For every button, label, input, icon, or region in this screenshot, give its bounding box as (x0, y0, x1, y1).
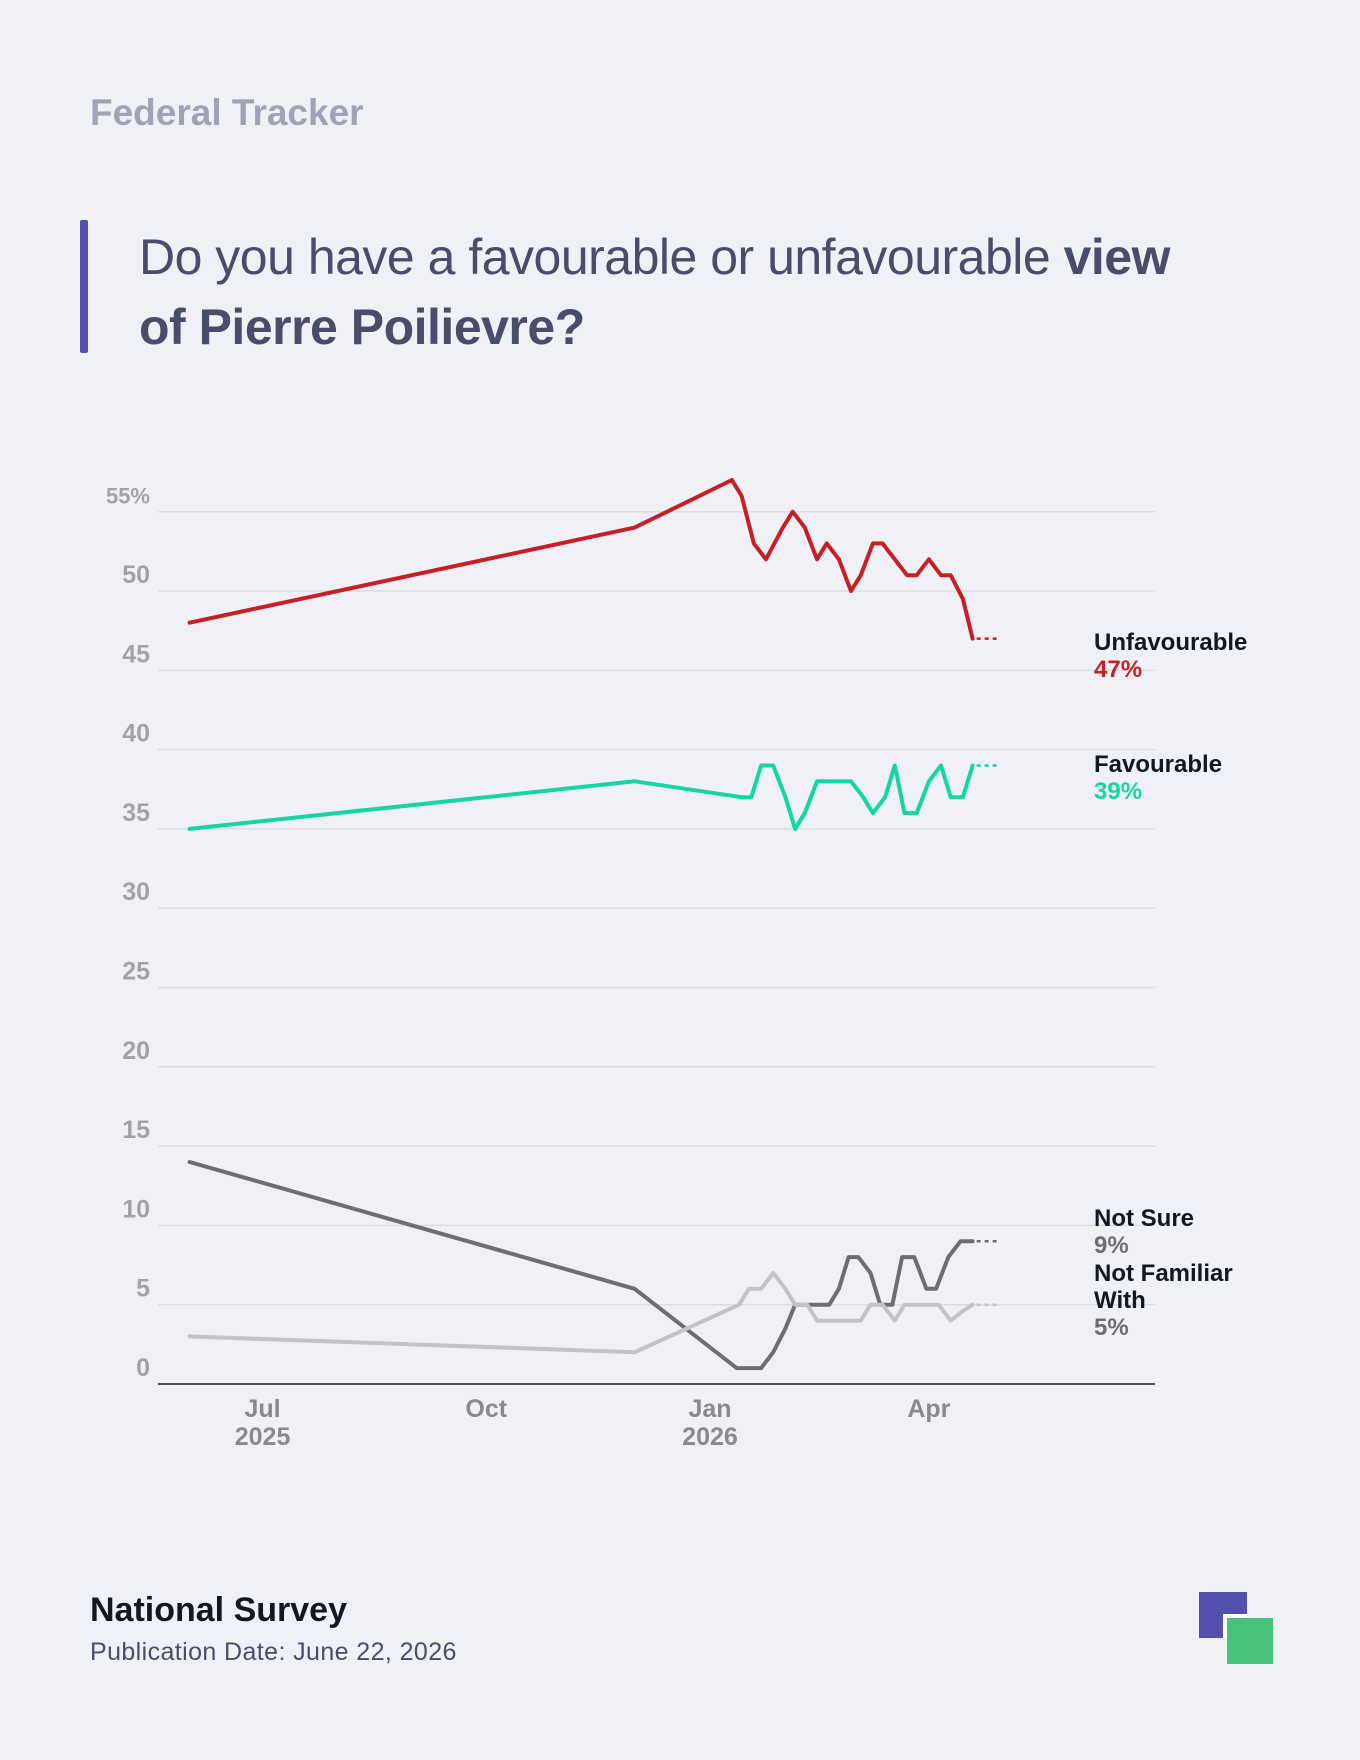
series-value-favourable: 39% (1094, 778, 1142, 805)
y-tick-label: 30 (122, 878, 150, 906)
y-tick-label: 35 (122, 799, 150, 827)
series-value-not-familiar: 5% (1094, 1314, 1129, 1341)
brand-logo (1199, 1592, 1273, 1664)
series-line-favourable (187, 763, 975, 831)
series-value-unfavourable: 47% (1094, 656, 1142, 683)
publication-date: Publication Date: June 22, 2026 (90, 1638, 457, 1666)
title-bold-view: view (1063, 229, 1171, 285)
series-label-not-familiar: Not Familiar (1094, 1260, 1233, 1287)
series-label-favourable: Favourable (1094, 751, 1222, 778)
y-tick-label: 10 (122, 1195, 150, 1223)
page-title: Do you have a favourable or unfavourable… (139, 222, 1259, 362)
y-tick-label: 45 (122, 640, 150, 668)
y-tick-label: 25 (122, 958, 150, 986)
series-label-not-sure: Not Sure (1094, 1205, 1194, 1232)
y-axis: 0 5 10 15 20 25 30 35 40 45 50 55% (106, 484, 150, 1382)
series-line-not-familiar-with (187, 1271, 975, 1355)
y-tick-label: 50 (122, 561, 150, 589)
y-tick-label: 55% (106, 484, 150, 509)
y-tick-label: 0 (136, 1354, 150, 1382)
series-line-not-sure (187, 1160, 975, 1371)
gridlines (158, 510, 1155, 1385)
x-tick-month: Jul (245, 1395, 281, 1423)
title-regular: Do you have a favourable or unfavourable (139, 229, 1064, 285)
x-tick-month: Jan (688, 1395, 731, 1423)
series-line-unfavourable (187, 478, 975, 641)
y-tick-label: 5 (136, 1275, 150, 1303)
y-tick-label: 20 (122, 1037, 150, 1065)
tracker-label: Federal Tracker (90, 92, 364, 133)
title-accent-bar (80, 220, 88, 353)
x-tick-month: Apr (907, 1395, 950, 1423)
x-tick-year: 2025 (235, 1423, 291, 1451)
title-bold-name: of Pierre Poilievre? (139, 299, 585, 355)
series-value-not-sure: 9% (1094, 1232, 1129, 1259)
logo-green-square (1227, 1618, 1273, 1664)
series-lines (187, 478, 997, 1371)
footer-source: National Survey (90, 1591, 347, 1629)
series-label-not-familiar: With (1094, 1287, 1146, 1314)
series-label-unfavourable: Unfavourable (1094, 629, 1247, 656)
y-tick-label: 15 (122, 1116, 150, 1144)
x-tick-month: Oct (465, 1395, 507, 1423)
y-tick-label: 40 (122, 720, 150, 748)
x-tick-year: 2026 (682, 1423, 738, 1451)
